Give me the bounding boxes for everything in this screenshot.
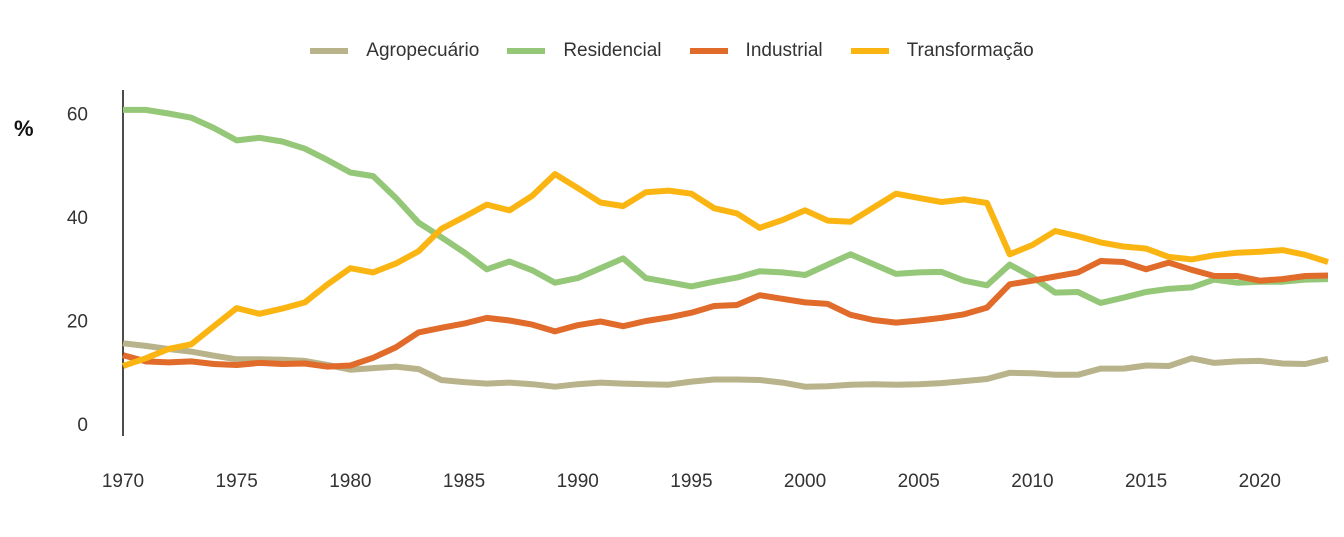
y-axis-label: %: [14, 116, 34, 141]
series-line-industrial: [122, 258, 1329, 370]
legend-label-industrial: Industrial: [745, 40, 823, 61]
series-lines: [122, 106, 1329, 390]
series-line-transformacao: [122, 171, 1329, 369]
x-tick-label: 2005: [898, 471, 940, 492]
y-tick-label: 40: [67, 208, 88, 229]
legend: Agropecuário Residencial Industrial Tran…: [0, 40, 1344, 62]
x-tick-label: 2000: [784, 471, 826, 492]
y-tick-label: 0: [77, 415, 88, 436]
x-tick-label: 1995: [670, 471, 712, 492]
legend-swatch-transformacao: [850, 48, 889, 54]
y-tick-label: 20: [67, 312, 88, 333]
legend-swatch-agropecuario: [310, 48, 349, 54]
x-tick-label: 2010: [1011, 471, 1053, 492]
x-tick-label: 1970: [102, 471, 144, 492]
legend-item-agropecuario[interactable]: Agropecuário: [310, 40, 479, 62]
legend-item-transformacao[interactable]: Transformação: [850, 40, 1034, 62]
x-tick-label: 1990: [557, 471, 599, 492]
legend-item-residencial[interactable]: Residencial: [507, 40, 662, 62]
x-tick-label: 2015: [1125, 471, 1167, 492]
x-tick-label: 2020: [1239, 471, 1281, 492]
y-tick-label: 60: [67, 105, 88, 126]
tick-labels: 0 20 40 60 1970 1975 1980 1985 1990 1995 2000 2005 2…: [67, 105, 1281, 492]
series-line-residencial: [123, 106, 1329, 306]
x-tick-label: 1975: [216, 471, 258, 492]
legend-label-agropecuario: Agropecuário: [366, 40, 480, 61]
legend-label-residencial: Residencial: [563, 40, 662, 61]
legend-label-transformacao: Transformação: [906, 40, 1034, 61]
legend-swatch-residencial: [507, 48, 546, 54]
legend-swatch-industrial: [689, 48, 728, 54]
x-tick-label: 1985: [443, 471, 485, 492]
legend-item-industrial[interactable]: Industrial: [689, 40, 823, 62]
x-tick-label: 1980: [329, 471, 371, 492]
